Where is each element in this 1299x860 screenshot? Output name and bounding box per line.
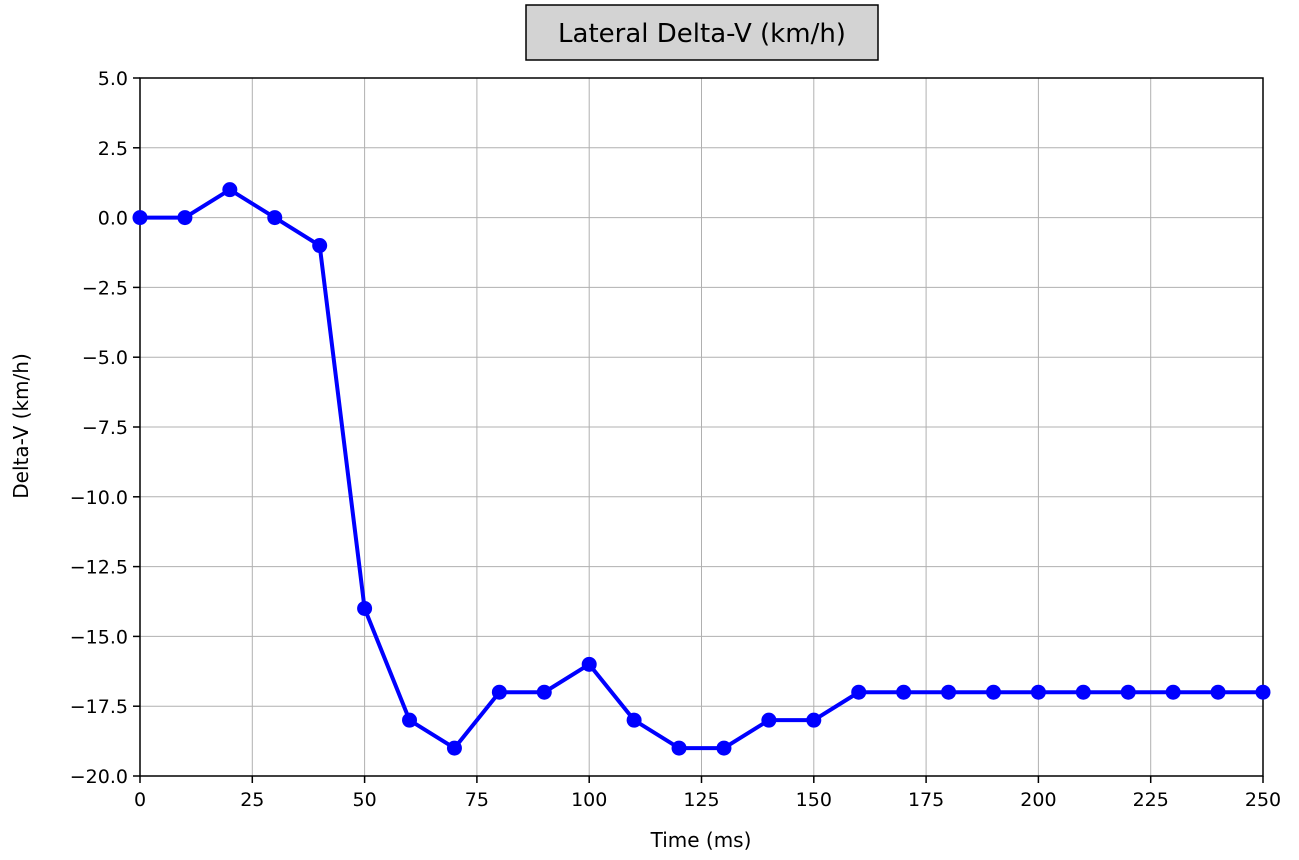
grid [139, 77, 1264, 777]
data-point-marker [941, 684, 957, 700]
x-tick-label: 150 [796, 789, 832, 811]
data-point-marker [446, 740, 462, 756]
data-point-marker [626, 712, 642, 728]
y-tick-label: −10.0 [70, 487, 128, 509]
data-point-marker [851, 684, 867, 700]
data-point-marker [806, 712, 822, 728]
y-tick-label: −17.5 [70, 696, 128, 718]
data-point-marker [312, 238, 328, 254]
x-tick-label: 250 [1245, 789, 1281, 811]
y-axis-label: Delta-V (km/h) [9, 353, 33, 499]
data-point-marker [716, 740, 732, 756]
y-tick-label: −7.5 [82, 417, 128, 439]
data-point-marker [132, 210, 148, 226]
x-tick-label: 0 [134, 789, 146, 811]
y-tick-label: −5.0 [82, 347, 128, 369]
x-tick-label: 200 [1020, 789, 1056, 811]
chart-title: Lateral Delta-V (km/h) [558, 19, 846, 49]
y-tick-label: −12.5 [70, 557, 128, 579]
x-tick-label: 175 [908, 789, 944, 811]
data-point-marker [1165, 684, 1181, 700]
data-point-marker [1255, 684, 1271, 700]
data-point-marker [222, 182, 238, 198]
y-tick-label: −15.0 [70, 626, 128, 648]
y-tick-label: 0.0 [98, 208, 128, 230]
data-point-marker [267, 210, 283, 226]
x-tick-label: 100 [571, 789, 607, 811]
x-tick-label: 125 [683, 789, 719, 811]
data-point-marker [1120, 684, 1136, 700]
x-tick-label: 25 [240, 789, 264, 811]
data-point-marker [536, 684, 552, 700]
chart-title-box: Lateral Delta-V (km/h) [525, 4, 879, 61]
data-point-marker [985, 684, 1001, 700]
data-point-marker [1030, 684, 1046, 700]
chart-title-background [525, 4, 879, 61]
y-tick-label: 2.5 [98, 138, 128, 160]
y-tick-label: 5.0 [98, 68, 128, 90]
axis-ticks: 0 25 50 75 100 125 150 175 200 225 250 5.0 2.5 0.0 −2.… [70, 68, 1281, 811]
data-point-marker [1075, 684, 1091, 700]
data-point-marker [896, 684, 912, 700]
y-tick-label: −20.0 [70, 766, 128, 788]
series-layer [132, 182, 1271, 756]
y-tick-label: −2.5 [82, 277, 128, 299]
data-point-marker [1210, 684, 1226, 700]
x-tick-label: 50 [353, 789, 377, 811]
data-point-marker [581, 656, 597, 672]
data-point-marker [671, 740, 687, 756]
data-point-marker [491, 684, 507, 700]
data-point-marker [177, 210, 193, 226]
data-point-marker [761, 712, 777, 728]
x-tick-label: 75 [465, 789, 489, 811]
data-point-marker [402, 712, 418, 728]
x-axis-label: Time (ms) [650, 828, 752, 852]
x-tick-label: 225 [1133, 789, 1169, 811]
data-point-marker [357, 600, 373, 616]
